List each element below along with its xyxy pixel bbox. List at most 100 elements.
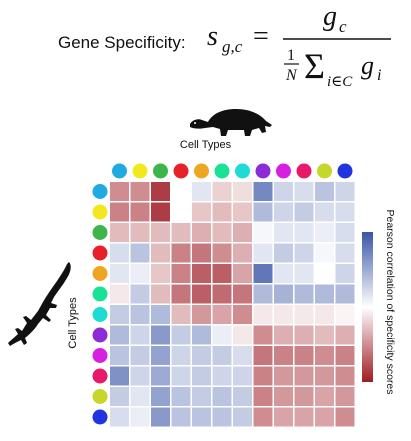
heatmap-cell	[254, 408, 273, 427]
heatmap-cell	[131, 387, 150, 406]
heatmap-cell	[110, 223, 129, 242]
heatmap-cell	[336, 408, 355, 427]
heatmap-cell	[110, 285, 129, 304]
heatmap-cell	[131, 223, 150, 242]
heatmap-cell	[295, 367, 314, 386]
heatmap-cell	[110, 305, 129, 324]
heatmap-cell	[274, 264, 293, 283]
heatmap-cell	[233, 182, 252, 201]
heatmap-cell	[315, 182, 334, 201]
heatmap-cell	[131, 264, 150, 283]
heatmap-cell	[192, 387, 211, 406]
heatmap-cell	[213, 408, 232, 427]
heatmap-cell	[192, 285, 211, 304]
heatmap-cell	[151, 203, 170, 222]
column-cell-type-dot	[174, 164, 189, 179]
heatmap-cell	[110, 367, 129, 386]
heatmap-cell	[315, 244, 334, 263]
heatmap-cell	[172, 346, 191, 365]
row-cell-type-dot	[93, 389, 108, 404]
heatmap-cell	[172, 326, 191, 345]
heatmap-cell	[151, 408, 170, 427]
column-cell-type-dot	[133, 164, 148, 179]
heatmap-cell	[151, 264, 170, 283]
heatmap-cell	[213, 285, 232, 304]
heatmap-cell	[254, 387, 273, 406]
heatmap-cell	[233, 203, 252, 222]
heatmap-cell	[336, 346, 355, 365]
heatmap-cell	[336, 203, 355, 222]
heatmap-cell	[233, 264, 252, 283]
row-cell-type-dot	[93, 266, 108, 281]
column-cell-type-dot	[256, 164, 271, 179]
heatmap-cell	[213, 326, 232, 345]
heatmap-cell	[254, 305, 273, 324]
lizard-silhouette-icon	[5, 260, 75, 352]
heatmap-cell	[151, 244, 170, 263]
heatmap-cell	[110, 326, 129, 345]
heatmap-cell	[336, 305, 355, 324]
heatmap-cell	[172, 305, 191, 324]
heatmap-cell	[336, 387, 355, 406]
heatmap-cell	[192, 408, 211, 427]
heatmap-cell	[254, 203, 273, 222]
heatmap-cell	[131, 182, 150, 201]
row-cell-type-dot	[93, 369, 108, 384]
heatmap-cell	[110, 182, 129, 201]
heatmap-cell	[213, 387, 232, 406]
heatmap-cell	[110, 387, 129, 406]
heatmap-cell	[213, 367, 232, 386]
row-cell-type-dot	[93, 287, 108, 302]
heatmap-cell	[151, 326, 170, 345]
row-cell-type-dot	[93, 246, 108, 261]
heatmap-cell	[172, 244, 191, 263]
heatmap-cell	[131, 244, 150, 263]
heatmap-cell	[131, 285, 150, 304]
column-cell-type-dot	[276, 164, 291, 179]
heatmap-cell	[336, 182, 355, 201]
heatmap-cell	[274, 203, 293, 222]
heatmap-cell	[336, 244, 355, 263]
heatmap-cell	[274, 305, 293, 324]
heatmap-cell	[110, 346, 129, 365]
heatmap-cell	[213, 182, 232, 201]
heatmap-cell	[131, 408, 150, 427]
heatmap-cell	[295, 223, 314, 242]
heatmap-cell	[274, 182, 293, 201]
colorbar	[362, 232, 373, 382]
heatmap-cell	[315, 387, 334, 406]
heatmap-cell	[295, 203, 314, 222]
heatmap-cell	[336, 326, 355, 345]
heatmap-cell	[274, 346, 293, 365]
heatmap-cell	[192, 326, 211, 345]
heatmap-cell	[315, 367, 334, 386]
column-cell-type-dot	[317, 164, 332, 179]
heatmap-cell	[110, 244, 129, 263]
heatmap-cell	[131, 326, 150, 345]
heatmap-cell	[315, 408, 334, 427]
heatmap-cell	[151, 387, 170, 406]
heatmap-cell	[172, 203, 191, 222]
row-cell-type-dot	[93, 410, 108, 425]
row-cell-type-dot	[93, 348, 108, 363]
heatmap-cell	[295, 244, 314, 263]
heatmap-cell	[213, 305, 232, 324]
heatmap-cell	[233, 285, 252, 304]
heatmap-cell	[254, 326, 273, 345]
heatmap-cell	[131, 203, 150, 222]
heatmap-cell	[315, 326, 334, 345]
heatmap-cell	[192, 346, 211, 365]
heatmap-cell	[172, 387, 191, 406]
heatmap-cell	[233, 305, 252, 324]
heatmap-cell	[192, 182, 211, 201]
heatmap-cell	[233, 346, 252, 365]
heatmap-cell	[254, 264, 273, 283]
row-cell-type-dot	[93, 307, 108, 322]
heatmap-cell	[213, 203, 232, 222]
heatmap-cell	[233, 408, 252, 427]
heatmap-cell	[315, 203, 334, 222]
heatmap-cell	[295, 387, 314, 406]
heatmap-cell	[274, 223, 293, 242]
heatmap-cell	[336, 223, 355, 242]
